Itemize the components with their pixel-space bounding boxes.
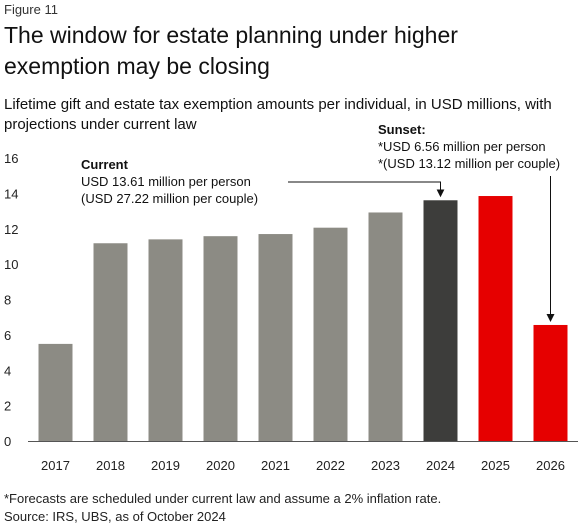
y-tick-label: 0 <box>4 434 11 449</box>
bar-2019 <box>148 239 183 441</box>
bar-2017 <box>38 343 73 441</box>
annotation-current-line: USD 13.61 million per person <box>81 174 251 189</box>
bar-2021 <box>258 234 293 441</box>
bar-2026 <box>533 324 568 441</box>
source-note: Source: IRS, UBS, as of October 2024 <box>4 509 226 524</box>
bar-2020 <box>203 236 238 441</box>
x-tick-label: 2020 <box>206 458 235 473</box>
x-tick-label: 2019 <box>151 458 180 473</box>
x-tick-label: 2026 <box>536 458 565 473</box>
annotation-sunset-line: *(USD 13.12 million per couple) <box>378 156 560 171</box>
annotation-current-arrow <box>288 181 445 198</box>
figure-label: Figure 11 <box>4 2 58 17</box>
annotation-sunset-line: *USD 6.56 million per person <box>378 139 546 154</box>
bar-2022 <box>313 227 348 441</box>
bar-2018 <box>93 243 128 441</box>
x-tick-label: 2025 <box>481 458 510 473</box>
bar-2025 <box>478 196 513 441</box>
chart-title: The window for estate planning under hig… <box>4 22 458 79</box>
x-tick-label: 2023 <box>371 458 400 473</box>
chart-subtitle: Lifetime gift and estate tax exemption a… <box>4 96 552 133</box>
y-tick-label: 10 <box>4 257 18 272</box>
x-tick-label: 2021 <box>261 458 290 473</box>
x-tick-label: 2018 <box>96 458 125 473</box>
bar-2023 <box>368 212 403 441</box>
footnote: *Forecasts are scheduled under current l… <box>4 491 442 506</box>
annotation-current-title: Current <box>81 157 129 172</box>
annotation-current-line: (USD 27.22 million per couple) <box>81 191 258 206</box>
y-tick-label: 14 <box>4 186 18 201</box>
y-tick-label: 6 <box>4 328 11 343</box>
y-tick-label: 4 <box>4 363 11 378</box>
x-tick-label: 2017 <box>41 458 70 473</box>
y-tick-label: 16 <box>4 151 18 166</box>
y-tick-label: 8 <box>4 293 11 308</box>
bar-2024 <box>423 200 458 441</box>
y-tick-label: 12 <box>4 222 18 237</box>
annotation-sunset-title: Sunset: <box>378 122 426 137</box>
y-tick-label: 2 <box>4 399 11 414</box>
x-tick-label: 2024 <box>426 458 455 473</box>
x-tick-label: 2022 <box>316 458 345 473</box>
